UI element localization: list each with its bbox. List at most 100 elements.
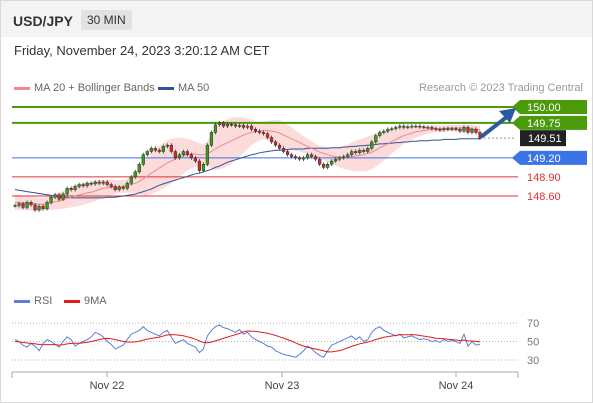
candle-body (450, 128, 454, 130)
candle-body (141, 154, 145, 165)
candle-body (277, 144, 282, 149)
candle-body (418, 125, 422, 128)
candle-body (362, 150, 366, 152)
candle-body (225, 123, 230, 127)
level-label-149.75: 149.75 (527, 118, 561, 130)
candle-body (17, 203, 21, 206)
level-label-148.90: 148.90 (527, 172, 561, 184)
candle-body (29, 202, 33, 206)
candle-body (378, 132, 382, 136)
candle-body (69, 188, 73, 190)
candle-body (273, 141, 278, 146)
candle-body (113, 186, 117, 190)
candle-body (342, 156, 346, 159)
candle-body (169, 144, 173, 152)
candle-body (97, 181, 101, 184)
candle-body (237, 125, 242, 127)
candle-body (213, 124, 218, 133)
candle-body (398, 125, 402, 128)
rsi-line (14, 324, 481, 358)
candle-body (197, 160, 201, 171)
candle-body (33, 204, 37, 211)
candle-body (454, 128, 458, 130)
candle-body (370, 141, 374, 149)
candle-body (358, 150, 362, 153)
candle-body (53, 194, 57, 198)
forecast-arrow-shaft (480, 114, 510, 139)
candle-body (462, 127, 466, 132)
legend-ma20: MA 20 + Bollinger Bands (14, 82, 155, 94)
candle-body (394, 127, 398, 129)
candle-body (354, 151, 358, 153)
candle-body (281, 148, 286, 152)
candle-body (245, 125, 250, 128)
candle-body (298, 157, 302, 160)
candle-body (350, 151, 354, 155)
candle-body (77, 184, 81, 187)
candle-body (249, 125, 254, 130)
candle-body (85, 183, 89, 187)
candle-body (314, 156, 318, 160)
candle-body (13, 205, 17, 207)
candle-body (334, 158, 338, 162)
forecast-arrow-head (499, 108, 516, 123)
rsi-tick-50: 50 (527, 337, 539, 349)
candle-body (221, 122, 226, 127)
candle-body (89, 183, 93, 185)
x-tick-label-0: Nov 22 (90, 380, 125, 392)
candle-body (81, 184, 85, 187)
candle-body (374, 135, 378, 143)
level-tag-149.75 (512, 115, 587, 130)
candle-body (302, 157, 306, 160)
candle-body (402, 125, 406, 128)
research-credit: Research © 2023 Trading Central (418, 82, 583, 94)
candle-body (338, 157, 342, 160)
candle-body (382, 130, 386, 133)
x-tick-label-1: Nov 23 (265, 380, 300, 392)
candle-body (189, 154, 193, 159)
candle-body (406, 126, 410, 128)
candle-body (294, 156, 298, 159)
legend-9ma-label: 9MA (84, 295, 107, 307)
bollinger-band (15, 117, 480, 211)
candle-body (318, 158, 322, 165)
candle-body (41, 205, 45, 209)
candle-body (73, 186, 77, 190)
candle-body (65, 188, 69, 195)
candle-body (185, 151, 189, 155)
candle-body (470, 129, 474, 133)
candle-body (285, 151, 290, 155)
candle-body (229, 123, 234, 126)
level-tag-150.00 (512, 100, 587, 114)
candle-body (157, 150, 161, 152)
candle-body (346, 154, 350, 157)
level-label-149.20: 149.20 (527, 153, 561, 165)
candle-body (233, 124, 238, 127)
legend-ma50-label: MA 50 (178, 82, 210, 94)
candle-body (217, 122, 222, 126)
last-price-tag (520, 130, 566, 147)
candle-body (165, 144, 169, 147)
timeframe-button[interactable]: 30 MIN (81, 10, 132, 30)
candle-body (410, 125, 414, 128)
symbol-label: USD/JPY (13, 13, 73, 29)
candle-body (330, 160, 334, 165)
candle-body (430, 127, 434, 129)
legend-9ma: 9MA (64, 295, 107, 307)
candle-body (181, 151, 185, 155)
candles (13, 120, 482, 212)
candle-body (438, 129, 442, 131)
candle-body (105, 181, 109, 185)
candle-body (261, 132, 266, 134)
candle-body (289, 154, 294, 157)
candle-body (37, 205, 41, 211)
candle-body (173, 151, 177, 159)
level-label-150.00: 150.00 (527, 102, 561, 114)
candle-body (253, 129, 258, 132)
timestamp: Friday, November 24, 2023 3:20:12 AM CET (14, 43, 270, 58)
candle-body (25, 202, 29, 208)
candle-body (390, 128, 394, 130)
legend-ma20-label: MA 20 + Bollinger Bands (34, 82, 155, 94)
candle-body (205, 144, 210, 165)
